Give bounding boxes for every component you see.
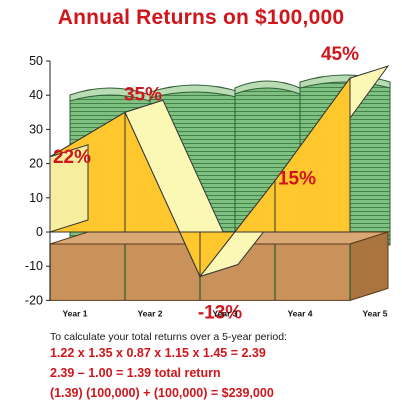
returns-chart: -20 -10 0 10 20 30 40 50 22% 35% -13% 15% 45% Year … [25,44,391,323]
x-tick-label: Year 5 [362,308,387,318]
x-tick-label: Year 3 [212,308,237,318]
x-tick-label: Year 2 [137,308,162,318]
x-axis-labels: Year 1 Year 2 Year 3 Year 4 Year 5 [62,308,387,318]
y-tick-label: 30 [29,122,43,136]
value-labels: 22% 35% -13% 15% 45% [53,44,359,323]
y-axis: -20 -10 0 10 20 30 40 50 [25,54,51,307]
y-tick-label: 10 [29,191,43,205]
y-tick-label: -10 [25,259,43,273]
y-tick-label: 50 [29,54,43,68]
value-label: 35% [124,84,162,105]
value-label: -13% [198,302,242,323]
calculation-line-2: 2.39 – 1.00 = 1.39 total return [50,366,221,380]
chart-title: Annual Returns on $100,000 [57,6,345,29]
calculation-line-3: (1.39) (100,000) + (100,000) = $239,000 [50,386,274,400]
x-tick-label: Year 1 [62,308,87,318]
calculation-line-1: 1.22 x 1.35 x 0.87 x 1.15 x 1.45 = 2.39 [50,346,266,360]
y-tick-label: 40 [29,88,43,102]
returns-ribbon [49,65,390,278]
ribbon-front-face [274,76,351,233]
ribbon-end-cap [49,144,89,233]
y-tick-label: 20 [29,157,43,171]
y-tick-label: -20 [25,293,43,307]
x-tick-label: Year 4 [287,308,312,318]
value-label: 15% [278,169,316,190]
y-tick-label: 0 [36,225,43,239]
value-label: 45% [321,44,359,65]
value-label: 22% [53,147,91,168]
floor-side [349,231,389,302]
calculation-intro: To calculate your total returns over a 5… [50,331,287,343]
